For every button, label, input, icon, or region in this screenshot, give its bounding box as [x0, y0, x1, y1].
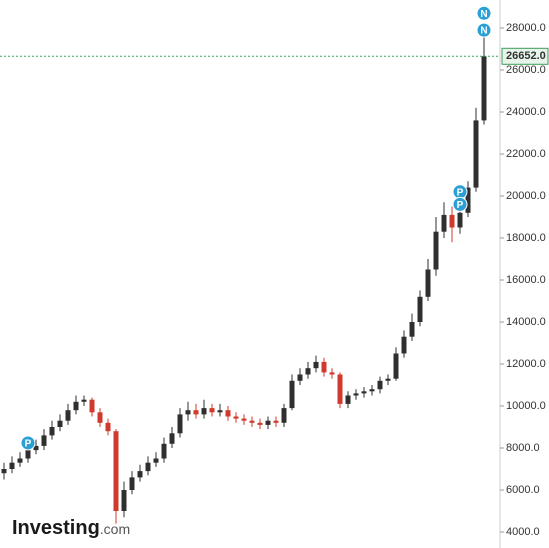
candle-body — [297, 374, 303, 381]
candle-body — [121, 489, 127, 511]
candle-body — [201, 408, 207, 415]
candle-body — [361, 391, 367, 394]
y-tick-label: 14000.0 — [506, 316, 546, 328]
marker — [476, 5, 492, 21]
candle-body — [129, 477, 135, 490]
candle-body — [241, 418, 247, 421]
candle-body — [97, 412, 103, 423]
marker-label: N — [480, 26, 487, 37]
candle-body — [105, 422, 111, 432]
candle-body — [137, 471, 143, 478]
y-tick-label: 4000.0 — [506, 526, 540, 538]
marker-label: P — [457, 200, 464, 211]
candle-body — [369, 389, 375, 392]
y-tick-label: 28000.0 — [506, 22, 546, 34]
candle-body — [153, 458, 159, 463]
candle-body — [401, 336, 407, 354]
candle-body — [329, 372, 335, 375]
candle-body — [393, 353, 399, 379]
marker-label: P — [457, 187, 464, 198]
candle-body — [433, 231, 439, 270]
marker — [20, 435, 36, 451]
candle-body — [169, 433, 175, 444]
candle-body — [465, 187, 471, 213]
candle-body — [249, 420, 255, 423]
candle-body — [9, 462, 15, 469]
last-price-box — [501, 47, 549, 65]
candle-body — [49, 426, 55, 436]
candle-body — [321, 361, 327, 373]
candle-body — [73, 401, 79, 411]
marker — [452, 196, 468, 212]
y-tick-label: 12000.0 — [506, 358, 546, 370]
candle-body — [281, 408, 287, 423]
candle-body — [41, 435, 47, 446]
candle-body — [441, 214, 447, 232]
candle-body — [65, 410, 71, 421]
candle-body — [377, 380, 383, 390]
y-tick-label: 26000.0 — [506, 64, 546, 76]
candle-body — [425, 269, 431, 297]
candle-body — [81, 399, 87, 402]
candle-body — [193, 410, 199, 415]
candle-body — [177, 414, 183, 434]
candle-body — [305, 368, 311, 375]
candle-body — [457, 212, 463, 228]
candle-body — [33, 445, 39, 451]
candle-body — [25, 450, 31, 459]
candle-body — [449, 214, 455, 228]
y-tick-label: 10000.0 — [506, 400, 546, 412]
candle-body — [289, 380, 295, 409]
candle-body — [257, 422, 263, 425]
y-tick-label: 8000.0 — [506, 442, 540, 454]
candle-body — [481, 56, 487, 121]
candle-body — [1, 468, 7, 474]
candle-body — [161, 443, 167, 459]
candle-body — [89, 399, 95, 413]
logo: Investing.com — [12, 517, 130, 539]
candle-body — [185, 410, 191, 415]
candle-body — [345, 395, 351, 404]
logo-suffix: .com — [100, 521, 130, 537]
last-price-label: 26652.0 — [506, 50, 546, 62]
y-tick-label: 18000.0 — [506, 232, 546, 244]
candle-body — [233, 416, 239, 419]
candle-body — [337, 374, 343, 404]
logo-name: Investing — [12, 517, 100, 539]
marker-label: P — [25, 439, 32, 450]
candle-body — [313, 361, 319, 369]
candle-body — [209, 408, 215, 413]
marker — [476, 22, 492, 38]
candle-body — [145, 462, 151, 472]
candle-body — [353, 393, 359, 396]
y-tick-label: 24000.0 — [506, 106, 546, 118]
candle-body — [265, 420, 271, 425]
y-tick-label: 22000.0 — [506, 148, 546, 160]
candle-body — [473, 120, 479, 188]
candle-body — [409, 321, 415, 337]
y-tick-label: 6000.0 — [506, 484, 540, 496]
candle-body — [113, 431, 119, 511]
candle-body — [417, 296, 423, 322]
y-tick-label: 20000.0 — [506, 190, 546, 202]
candle-body — [385, 378, 391, 381]
candle-body — [217, 410, 223, 413]
marker-label: N — [480, 9, 487, 20]
y-tick-label: 16000.0 — [506, 274, 546, 286]
candle-body — [225, 410, 231, 417]
candle-body — [17, 458, 23, 463]
candle-body — [273, 420, 279, 423]
candle-body — [57, 420, 63, 427]
